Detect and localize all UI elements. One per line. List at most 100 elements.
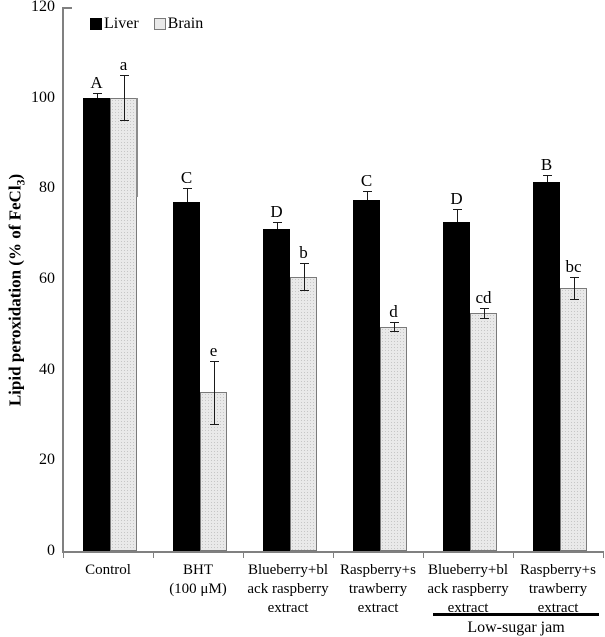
liver-bar bbox=[83, 97, 110, 551]
error-bar-cap bbox=[479, 308, 489, 310]
y-tick-label: 60 bbox=[39, 270, 55, 287]
error-bar-cap bbox=[569, 299, 579, 301]
error-bar-cap bbox=[119, 120, 129, 122]
error-bar bbox=[276, 222, 278, 230]
legend: Liver Brain bbox=[90, 15, 203, 33]
error-bar-cap bbox=[299, 290, 309, 292]
error-bar bbox=[303, 263, 305, 291]
error-bar bbox=[546, 174, 548, 182]
error-bar-cap bbox=[209, 360, 219, 362]
error-bar-cap bbox=[209, 424, 219, 426]
error-bar-cap bbox=[92, 93, 102, 95]
category-label-line: (100 μM) bbox=[169, 581, 227, 597]
liver-bar bbox=[533, 181, 560, 551]
error-bar bbox=[123, 75, 125, 121]
category-label: Blueberry+bl ack raspberry extract bbox=[243, 561, 333, 618]
brain-swatch-icon bbox=[153, 18, 166, 30]
error-bar-cap bbox=[389, 331, 399, 333]
lowsugar-jam-label: Low-sugar jam bbox=[467, 619, 565, 636]
category-label: BHT (100 μM) bbox=[153, 561, 243, 599]
liver-bar bbox=[443, 222, 470, 551]
y-axis-line bbox=[62, 7, 64, 551]
control-brain-edge-line bbox=[136, 97, 138, 198]
brain-bar bbox=[380, 326, 407, 551]
error-bar-cap bbox=[479, 317, 489, 319]
category-label-line: trawberry bbox=[348, 581, 408, 597]
category-label-line: Raspberry+s bbox=[340, 562, 416, 578]
category-label: Control bbox=[63, 561, 153, 580]
category-label-line: extract bbox=[357, 600, 399, 616]
error-bar bbox=[393, 322, 395, 332]
error-bar bbox=[456, 208, 458, 223]
x-axis-tick bbox=[423, 551, 424, 558]
y-tick-label: 100 bbox=[31, 88, 55, 106]
x-axis-tick bbox=[513, 551, 514, 558]
error-bar bbox=[186, 188, 188, 202]
lowsugar-jam-underline bbox=[433, 613, 599, 616]
error-bar bbox=[213, 360, 215, 425]
significance-letter: b bbox=[299, 243, 308, 263]
brain-bar bbox=[110, 97, 137, 551]
category-label-line: ack raspberry bbox=[247, 581, 329, 597]
error-bar-cap bbox=[182, 188, 192, 190]
legend-item-brain: Brain bbox=[153, 15, 204, 33]
x-axis-tick bbox=[243, 551, 244, 558]
x-axis-tick bbox=[153, 551, 154, 558]
error-bar-cap bbox=[542, 174, 552, 176]
error-bar bbox=[573, 276, 575, 300]
y-tick-label: 40 bbox=[39, 360, 55, 378]
significance-letter: d bbox=[389, 302, 398, 322]
category-label-line: BHT bbox=[183, 562, 213, 578]
significance-letter: D bbox=[450, 188, 463, 208]
significance-letter: bc bbox=[565, 256, 582, 276]
legend-label-brain: Brain bbox=[167, 15, 204, 32]
significance-letter: D bbox=[270, 202, 283, 222]
category-label-line: Control bbox=[85, 562, 131, 578]
legend-item-liver: Liver bbox=[90, 15, 139, 33]
legend-label-liver: Liver bbox=[104, 15, 139, 32]
category-label: Blueberry+bl ack raspberry extract bbox=[423, 561, 513, 618]
significance-letter: B bbox=[540, 154, 553, 174]
category-label-line: Blueberry+bl bbox=[247, 562, 329, 578]
error-bar-cap bbox=[389, 322, 399, 324]
significance-letter: C bbox=[360, 170, 373, 190]
y-tick-label: 20 bbox=[39, 451, 55, 469]
y-tick-label: 120 bbox=[31, 0, 55, 15]
error-bar bbox=[483, 308, 485, 318]
x-axis-tick bbox=[603, 551, 604, 558]
x-axis-tick bbox=[63, 551, 64, 558]
category-label-line: trawberry bbox=[528, 581, 588, 597]
error-bar-cap bbox=[119, 75, 129, 76]
liver-bar bbox=[263, 229, 290, 551]
brain-bar bbox=[290, 276, 317, 551]
brain-bar bbox=[470, 313, 497, 551]
category-label: Raspberry+s trawberry extract bbox=[513, 561, 603, 618]
x-axis-tick bbox=[333, 551, 334, 558]
y-axis-top-cap bbox=[63, 7, 72, 9]
liver-bar bbox=[173, 201, 200, 551]
y-tick-label: 80 bbox=[39, 179, 55, 197]
category-label-line: ack raspberry bbox=[427, 581, 509, 597]
brain-bar bbox=[560, 288, 587, 551]
category-label-line: extract bbox=[447, 600, 489, 616]
significance-letter: C bbox=[180, 168, 193, 188]
category-label-line: Raspberry+s bbox=[520, 562, 596, 578]
error-bar bbox=[96, 93, 98, 98]
error-bar-cap bbox=[569, 276, 579, 278]
category-label: Raspberry+s trawberry extract bbox=[333, 561, 423, 618]
error-bar bbox=[366, 190, 368, 200]
significance-letter: A bbox=[90, 73, 103, 93]
error-bar-cap bbox=[299, 263, 309, 265]
significance-letter: cd bbox=[475, 288, 492, 308]
y-tick-label: 0 bbox=[47, 542, 55, 559]
error-bar-cap bbox=[452, 208, 462, 210]
error-bar-cap bbox=[362, 190, 372, 192]
liver-swatch-icon bbox=[90, 18, 102, 30]
category-label-line: extract bbox=[537, 600, 579, 616]
significance-letter: a bbox=[119, 55, 128, 74]
category-label-line: extract bbox=[267, 600, 309, 616]
category-label-line: Blueberry+bl bbox=[427, 562, 509, 578]
error-bar-cap bbox=[272, 222, 282, 224]
liver-bar bbox=[353, 199, 380, 551]
